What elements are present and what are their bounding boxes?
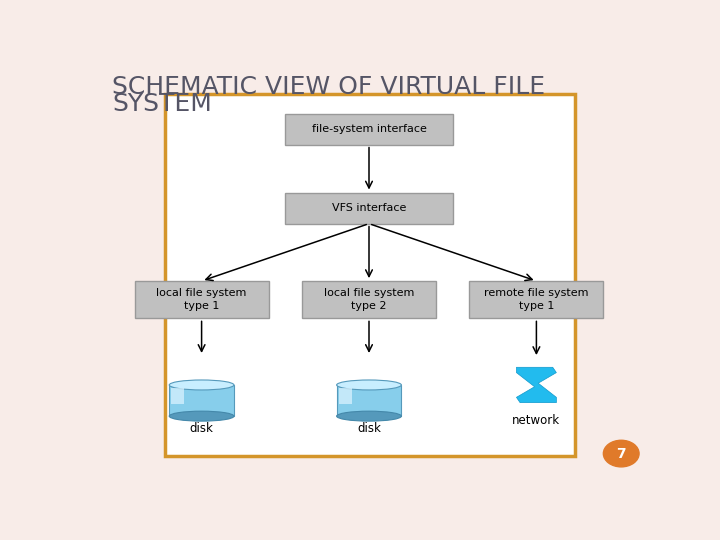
FancyBboxPatch shape xyxy=(166,94,575,456)
Text: disk: disk xyxy=(357,422,381,435)
Text: network: network xyxy=(513,414,560,427)
FancyBboxPatch shape xyxy=(337,385,401,416)
Text: VFS interface: VFS interface xyxy=(332,203,406,213)
Text: SCHEMATIC VIEW OF VIRTUAL FILE: SCHEMATIC VIEW OF VIRTUAL FILE xyxy=(112,75,546,99)
Circle shape xyxy=(603,440,639,467)
FancyBboxPatch shape xyxy=(171,388,184,404)
Text: local file system
type 1: local file system type 1 xyxy=(156,288,247,312)
Ellipse shape xyxy=(169,411,234,421)
FancyBboxPatch shape xyxy=(169,385,234,416)
Text: remote file system
type 1: remote file system type 1 xyxy=(484,288,589,312)
Ellipse shape xyxy=(337,411,401,421)
Text: SYSTEM: SYSTEM xyxy=(112,92,212,116)
FancyBboxPatch shape xyxy=(302,281,436,319)
FancyBboxPatch shape xyxy=(469,281,603,319)
FancyBboxPatch shape xyxy=(339,388,352,404)
Text: disk: disk xyxy=(189,422,214,435)
FancyBboxPatch shape xyxy=(135,281,269,319)
Ellipse shape xyxy=(169,380,234,390)
Text: 7: 7 xyxy=(616,447,626,461)
Ellipse shape xyxy=(337,380,401,390)
Text: local file system
type 2: local file system type 2 xyxy=(324,288,414,312)
FancyBboxPatch shape xyxy=(285,193,453,224)
Polygon shape xyxy=(516,367,557,403)
Text: file-system interface: file-system interface xyxy=(312,124,426,134)
FancyBboxPatch shape xyxy=(285,113,453,145)
